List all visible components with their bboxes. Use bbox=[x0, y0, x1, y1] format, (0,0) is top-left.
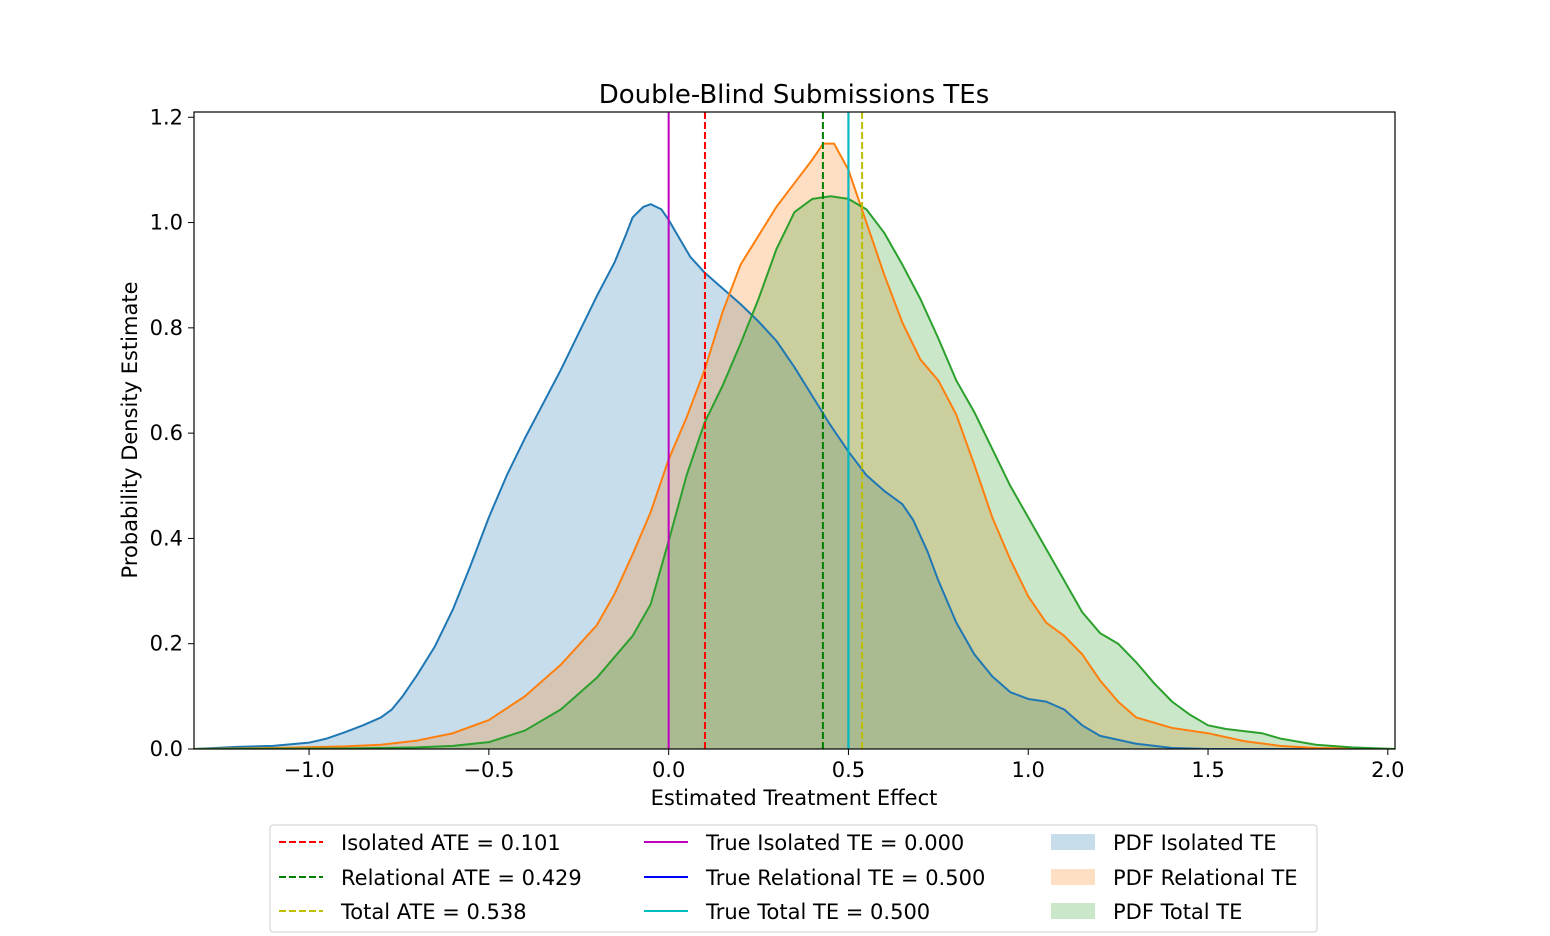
y-tick-label: 0.0 bbox=[150, 737, 183, 761]
density-line-pdf-isolated-te bbox=[194, 203, 1395, 749]
legend-label-pdf-total-te: PDF Total TE bbox=[1113, 900, 1242, 924]
legend-label-total-ate-0-538: Total ATE = 0.538 bbox=[340, 900, 527, 924]
y-axis-label: Probability Density Estimate bbox=[118, 282, 142, 579]
density-line-pdf-relational-te bbox=[194, 142, 1395, 749]
y-tick-label: 0.4 bbox=[150, 526, 183, 550]
chart-title: Double-Blind Submissions TEs bbox=[599, 80, 990, 110]
legend-label-pdf-relational-te: PDF Relational TE bbox=[1113, 866, 1298, 890]
x-tick-label: 0.0 bbox=[652, 758, 685, 782]
y-tick-label: 1.2 bbox=[150, 105, 183, 129]
plot-frame bbox=[193, 111, 1396, 750]
legend-label-isolated-ate-0-101: Isolated ATE = 0.101 bbox=[341, 831, 561, 855]
legend-swatch-pdf-isolated-te bbox=[1051, 834, 1095, 850]
density-fill-pdf-relational-te bbox=[194, 143, 1395, 749]
legend-label-pdf-isolated-te: PDF Isolated TE bbox=[1113, 831, 1277, 855]
legend-label-true-isolated-te-0-000: True Isolated TE = 0.000 bbox=[705, 831, 964, 855]
legend-swatch-pdf-relational-te bbox=[1051, 869, 1095, 885]
plot-area bbox=[194, 112, 1395, 749]
y-tick-label: 0.8 bbox=[150, 316, 183, 340]
y-tick-label: 0.2 bbox=[150, 632, 183, 656]
x-axis: −1.0 −0.5 0.0 0.5 1.0 1.5 2.0 bbox=[284, 749, 1405, 782]
x-tick-label: −1.0 bbox=[284, 758, 335, 782]
y-tick-label: 1.0 bbox=[150, 211, 183, 235]
density-line-pdf-total-te bbox=[194, 195, 1395, 749]
legend-frame bbox=[269, 824, 1318, 933]
density-fill-pdf-isolated-te bbox=[194, 204, 1395, 749]
density-fill-pdf-total-te bbox=[194, 196, 1395, 749]
legend-label-true-total-te-0-500: True Total TE = 0.500 bbox=[705, 900, 930, 924]
legend-label-relational-ate-0-429: Relational ATE = 0.429 bbox=[341, 866, 582, 890]
y-tick-label: 0.6 bbox=[150, 421, 183, 445]
legend: Isolated ATE = 0.101 Relational ATE = 0.4… bbox=[269, 824, 1318, 933]
x-tick-label: 1.5 bbox=[1191, 758, 1224, 782]
x-tick-label: −0.5 bbox=[463, 758, 514, 782]
x-tick-label: 0.5 bbox=[832, 758, 865, 782]
x-tick-label: 1.0 bbox=[1012, 758, 1045, 782]
x-axis-label: Estimated Treatment Effect bbox=[651, 786, 938, 810]
legend-swatch-pdf-total-te bbox=[1051, 903, 1095, 919]
x-tick-label: 2.0 bbox=[1371, 758, 1404, 782]
legend-label-true-relational-te-0-500: True Relational TE = 0.500 bbox=[705, 866, 985, 890]
y-axis: 0.0 0.2 0.4 0.6 0.8 1.0 1.2 bbox=[150, 105, 194, 761]
